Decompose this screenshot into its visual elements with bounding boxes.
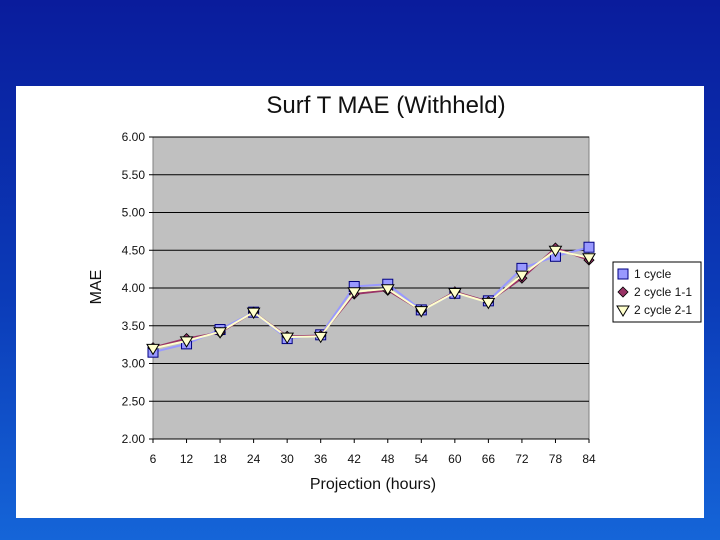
y-tick-label: 6.00 (122, 130, 146, 144)
data-point (583, 241, 595, 253)
x-tick-label: 66 (482, 452, 496, 466)
x-tick-label: 48 (381, 452, 395, 466)
x-tick-label: 18 (213, 452, 227, 466)
legend-label: 2 cycle 2-1 (634, 303, 692, 317)
data-point (414, 306, 429, 318)
x-tick-label: 24 (247, 452, 261, 466)
y-tick-label: 3.00 (122, 357, 146, 371)
data-point (380, 284, 395, 296)
x-tick-label: 54 (415, 452, 429, 466)
y-tick-label: 2.00 (122, 432, 146, 446)
data-point (280, 332, 295, 345)
x-tick-label: 72 (515, 452, 529, 466)
data-point (146, 343, 160, 356)
x-tick-label: 30 (280, 452, 294, 466)
data-point (548, 245, 563, 258)
y-axis-title: MAE (88, 270, 105, 305)
legend-marker (617, 286, 629, 298)
legend-marker (616, 305, 630, 317)
legend-label: 2 cycle 1-1 (634, 285, 692, 299)
y-tick-label: 3.50 (122, 319, 146, 333)
data-point (347, 287, 362, 299)
series-layer (146, 241, 596, 358)
x-axis-title: Projection (hours) (310, 476, 436, 493)
data-point (246, 307, 261, 320)
x-tick-label: 12 (180, 452, 194, 466)
data-point (481, 297, 496, 310)
data-point (582, 253, 596, 265)
series-3 (146, 245, 596, 356)
data-point (179, 336, 194, 348)
x-tick-label: 60 (448, 452, 462, 466)
data-point (313, 331, 328, 344)
legend: 1 cycle 2 cycle 1-1 2 cycle 2-1 (612, 261, 702, 323)
x-axis-ticks: 6 12 18 24 30 36 42 48 54 60 66 72 78 84 (150, 438, 596, 466)
x-tick-label: 42 (348, 452, 362, 466)
x-tick-label: 84 (582, 452, 596, 466)
y-tick-label: 4.00 (122, 281, 146, 295)
x-tick-label: 6 (150, 452, 157, 466)
y-axis-ticks: 2.00 2.50 3.00 3.50 4.00 4.50 5.00 5.50 6.00 (122, 130, 153, 446)
gridlines (153, 136, 589, 440)
chart-title: Surf T MAE (Withheld) (266, 92, 505, 119)
data-point (213, 327, 227, 339)
x-tick-label: 78 (549, 452, 563, 466)
x-tick-label: 36 (314, 452, 328, 466)
y-tick-label: 4.50 (122, 243, 146, 257)
series-line (152, 246, 590, 354)
y-tick-label: 5.00 (122, 206, 146, 220)
y-tick-label: 5.50 (122, 168, 146, 182)
legend-marker (617, 268, 629, 280)
data-point (447, 288, 462, 300)
y-tick-label: 2.50 (122, 394, 146, 408)
legend-label: 1 cycle (634, 267, 672, 281)
data-point (515, 270, 529, 283)
